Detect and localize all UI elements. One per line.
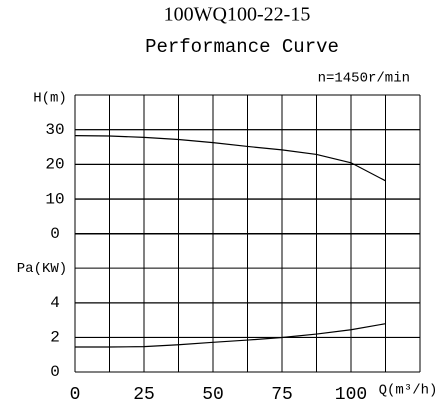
- x-tick-label: 100: [335, 385, 367, 403]
- y-axis-label: Pa(KW): [17, 261, 67, 277]
- y-axis-label: H(m): [33, 91, 67, 107]
- curve: [74, 135, 386, 182]
- curve: [75, 323, 386, 348]
- x-tick-label: 50: [202, 385, 224, 403]
- speed-label: n=1450r/min: [318, 71, 410, 87]
- x-tick-label: 75: [271, 385, 293, 403]
- chart-title: 100WQ100-22-15: [164, 4, 311, 26]
- y-tick-label: 2: [50, 329, 60, 347]
- y-tick-label: 0: [50, 363, 60, 381]
- y-tick-label: 10: [45, 190, 64, 208]
- x-axis-label: Q(m³/h): [379, 383, 438, 399]
- x-tick-label: 25: [133, 385, 155, 403]
- y-tick-label: 4: [50, 294, 60, 312]
- chart-subtitle: Performance Curve: [145, 36, 339, 58]
- y-tick-label: 0: [50, 225, 60, 243]
- y-tick-label: 20: [45, 156, 64, 174]
- y-tick-label: 30: [45, 121, 64, 139]
- x-tick-label: 0: [70, 385, 81, 403]
